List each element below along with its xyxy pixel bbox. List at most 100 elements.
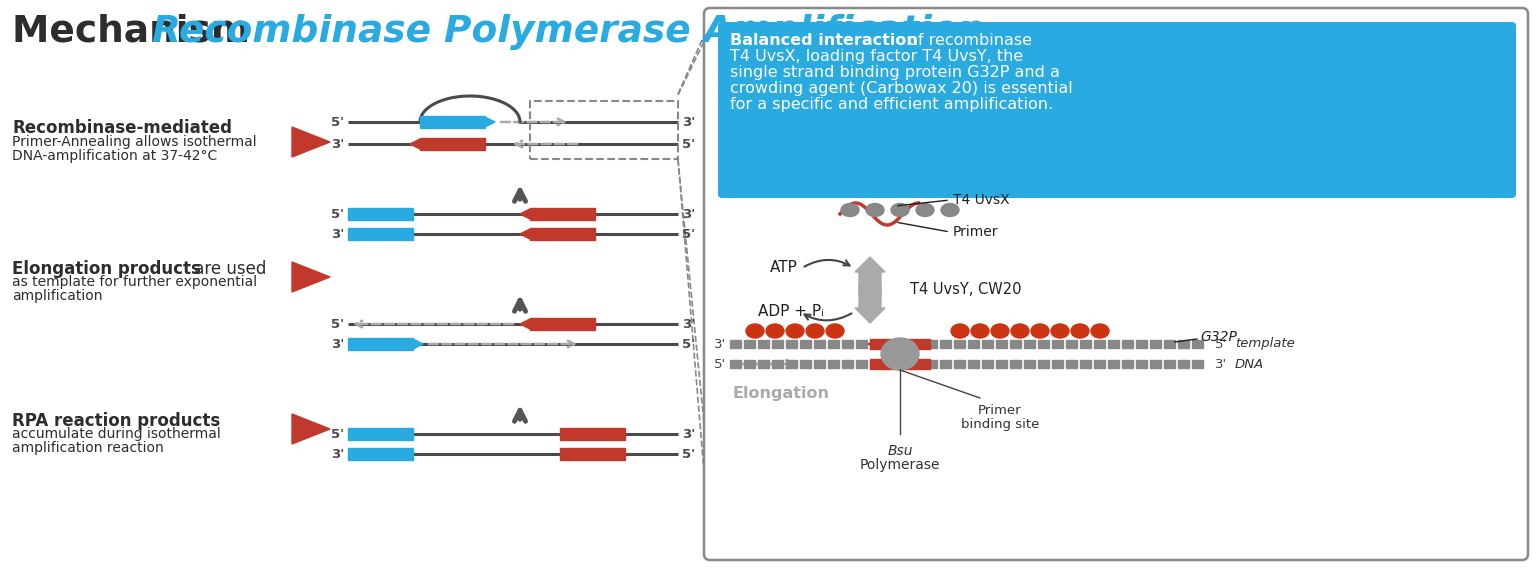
Bar <box>1178 360 1189 368</box>
Text: 5': 5' <box>682 137 696 151</box>
Text: Polymerase: Polymerase <box>860 458 940 472</box>
Text: Elongation products: Elongation products <box>12 260 201 278</box>
Bar <box>1025 360 1035 368</box>
Ellipse shape <box>1051 324 1069 338</box>
Text: Primer: Primer <box>952 225 998 239</box>
Ellipse shape <box>786 324 803 338</box>
Bar <box>995 340 1008 348</box>
Bar <box>885 360 895 368</box>
Bar <box>1038 340 1049 348</box>
Text: 3': 3' <box>682 428 696 441</box>
Bar <box>982 360 992 368</box>
Ellipse shape <box>1031 324 1049 338</box>
Bar <box>940 340 951 348</box>
Bar <box>869 339 929 349</box>
Bar <box>1137 340 1147 348</box>
Text: as template for further exponential: as template for further exponential <box>12 275 257 289</box>
Polygon shape <box>521 319 530 329</box>
Bar <box>968 340 978 348</box>
Bar <box>1164 360 1175 368</box>
Bar <box>885 340 895 348</box>
Bar <box>530 101 677 159</box>
Bar <box>1150 360 1161 368</box>
Bar <box>349 428 413 440</box>
Text: 5': 5' <box>330 318 344 331</box>
Bar <box>828 360 839 368</box>
Bar <box>530 228 594 240</box>
Text: 5': 5' <box>330 115 344 129</box>
Ellipse shape <box>1011 324 1029 338</box>
Bar <box>1094 340 1104 348</box>
Bar <box>786 340 797 348</box>
Bar <box>773 360 783 368</box>
Bar <box>995 360 1008 368</box>
Bar <box>1192 340 1203 348</box>
Bar <box>1038 360 1049 368</box>
Bar <box>856 340 866 348</box>
Bar <box>899 340 909 348</box>
Text: 3': 3' <box>330 448 344 460</box>
Text: accumulate during isothermal: accumulate during isothermal <box>12 427 221 441</box>
Ellipse shape <box>942 204 958 217</box>
Ellipse shape <box>842 204 859 217</box>
Text: Primer-Annealing allows isothermal: Primer-Annealing allows isothermal <box>12 135 257 149</box>
Bar <box>1107 360 1120 368</box>
Text: 3': 3' <box>330 137 344 151</box>
Bar <box>561 448 625 460</box>
Ellipse shape <box>826 324 843 338</box>
Bar <box>349 208 413 220</box>
Text: of recombinase: of recombinase <box>903 33 1032 48</box>
Bar <box>419 116 485 128</box>
Ellipse shape <box>1071 324 1089 338</box>
Bar <box>1178 340 1189 348</box>
Bar <box>954 360 965 368</box>
Text: Primer: Primer <box>978 404 1021 417</box>
Polygon shape <box>292 127 330 157</box>
Bar <box>530 318 594 330</box>
Bar <box>730 360 740 368</box>
Bar <box>1011 360 1021 368</box>
Bar <box>842 340 852 348</box>
Bar <box>1052 360 1063 368</box>
Bar <box>800 340 811 348</box>
Bar <box>899 360 909 368</box>
Bar <box>1164 340 1175 348</box>
Polygon shape <box>521 229 530 239</box>
Text: Balanced interaction: Balanced interaction <box>730 33 919 48</box>
Text: 3': 3' <box>714 338 727 350</box>
Bar <box>968 360 978 368</box>
Text: binding site: binding site <box>962 418 1040 431</box>
Text: T4 UvsY, CW20: T4 UvsY, CW20 <box>909 282 1021 297</box>
Text: single strand binding protein G32P and a: single strand binding protein G32P and a <box>730 65 1060 80</box>
Ellipse shape <box>1091 324 1109 338</box>
Ellipse shape <box>746 324 763 338</box>
Bar <box>926 340 937 348</box>
FancyArrow shape <box>856 285 885 323</box>
Bar <box>743 360 756 368</box>
Text: 3': 3' <box>682 208 696 221</box>
Text: 5': 5' <box>1215 338 1227 350</box>
Ellipse shape <box>951 324 969 338</box>
Bar <box>1066 340 1077 348</box>
Polygon shape <box>413 339 422 349</box>
Ellipse shape <box>891 204 909 217</box>
Text: G32P: G32P <box>1200 330 1236 344</box>
Ellipse shape <box>971 324 989 338</box>
Bar <box>800 360 811 368</box>
Text: RPA reaction products: RPA reaction products <box>12 412 220 430</box>
Bar <box>1192 360 1203 368</box>
Bar <box>349 228 413 240</box>
Text: DNA-amplification at 37-42°C: DNA-amplification at 37-42°C <box>12 149 217 163</box>
Bar <box>1066 360 1077 368</box>
Bar <box>773 340 783 348</box>
Bar <box>869 360 882 368</box>
Text: 5': 5' <box>330 428 344 441</box>
Bar <box>828 340 839 348</box>
Text: 3': 3' <box>682 318 696 331</box>
Text: 3': 3' <box>682 115 696 129</box>
Bar <box>419 138 485 150</box>
Bar <box>757 340 770 348</box>
Text: Recombinase-mediated: Recombinase-mediated <box>12 119 232 137</box>
Bar <box>954 340 965 348</box>
Bar <box>1150 340 1161 348</box>
